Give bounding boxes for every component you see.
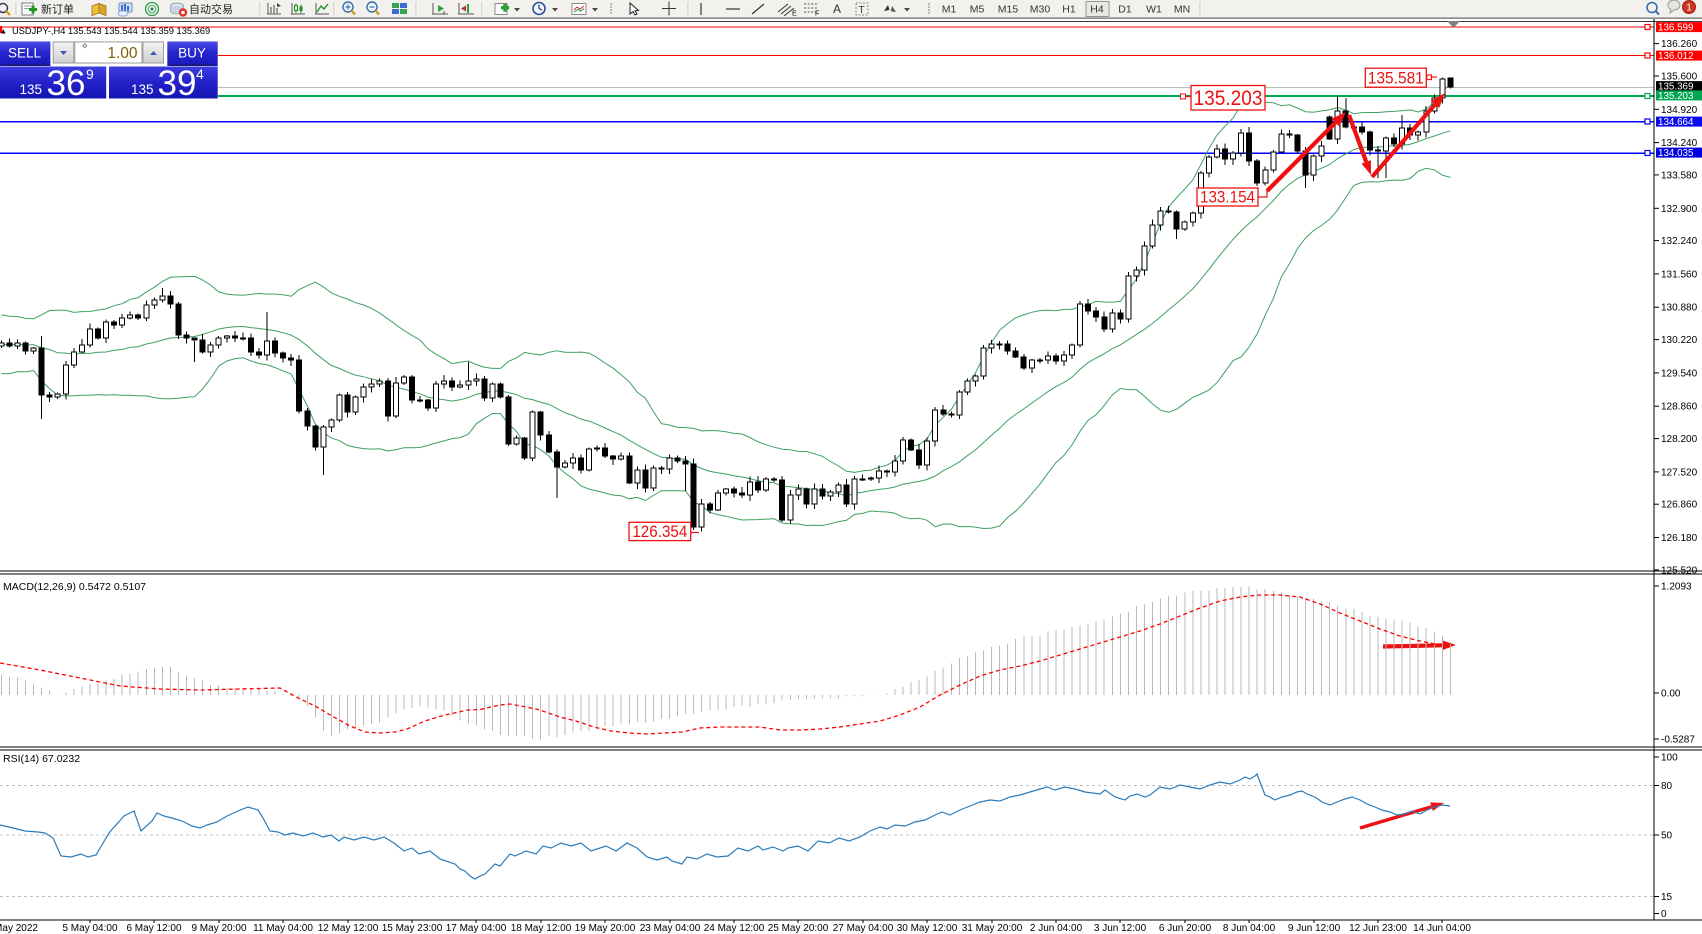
svg-text:-0.5287: -0.5287 — [1661, 735, 1695, 746]
svg-text:133.154: 133.154 — [1200, 189, 1255, 207]
svg-text:F: F — [815, 11, 819, 18]
svg-text:130.880: 130.880 — [1661, 303, 1698, 314]
svg-text:135.581: 135.581 — [1368, 69, 1424, 88]
svg-text:136.260: 136.260 — [1661, 39, 1698, 50]
svg-text:135: 135 — [131, 82, 154, 97]
svg-text:A: A — [833, 2, 841, 16]
svg-text:24 May 12:00: 24 May 12:00 — [704, 923, 765, 934]
svg-text:1.00: 1.00 — [107, 45, 138, 62]
svg-text:14 Jun 04:00: 14 Jun 04:00 — [1413, 923, 1471, 934]
svg-text:2 Jun 04:00: 2 Jun 04:00 — [1030, 923, 1083, 934]
svg-text:6 May 12:00: 6 May 12:00 — [126, 923, 181, 934]
svg-text:9 Jun 12:00: 9 Jun 12:00 — [1288, 923, 1341, 934]
svg-text:126.180: 126.180 — [1661, 533, 1698, 544]
svg-text:136.599: 136.599 — [1658, 23, 1693, 34]
svg-text:1.2093: 1.2093 — [1661, 582, 1692, 593]
svg-text:12 May 12:00: 12 May 12:00 — [318, 923, 379, 934]
svg-text:131.560: 131.560 — [1661, 269, 1698, 280]
svg-text:100: 100 — [1661, 753, 1678, 764]
svg-text:132.900: 132.900 — [1661, 204, 1698, 215]
svg-text:自动交易: 自动交易 — [189, 2, 233, 16]
svg-text:E: E — [792, 11, 797, 18]
svg-text:130.220: 130.220 — [1661, 335, 1698, 346]
svg-text:15 May 23:00: 15 May 23:00 — [382, 923, 443, 934]
svg-text:3 Jun 12:00: 3 Jun 12:00 — [1094, 923, 1147, 934]
svg-text:17 May 04:00: 17 May 04:00 — [446, 923, 507, 934]
svg-text:4: 4 — [196, 66, 204, 82]
svg-text:M5: M5 — [970, 4, 985, 16]
svg-text:127.520: 127.520 — [1661, 467, 1698, 478]
svg-text:1: 1 — [1686, 3, 1692, 14]
svg-text:128.860: 128.860 — [1661, 402, 1698, 413]
svg-text:36: 36 — [47, 64, 86, 103]
svg-text:30 May 12:00: 30 May 12:00 — [897, 923, 958, 934]
svg-text:135.203: 135.203 — [1194, 87, 1263, 110]
svg-text:25 May 20:00: 25 May 20:00 — [768, 923, 829, 934]
svg-text:M15: M15 — [998, 4, 1019, 16]
svg-text:18 May 12:00: 18 May 12:00 — [511, 923, 572, 934]
svg-text:5 May 04:00: 5 May 04:00 — [62, 923, 117, 934]
svg-text:134.240: 134.240 — [1661, 138, 1698, 149]
svg-text:BUY: BUY — [178, 46, 206, 61]
svg-text:129.540: 129.540 — [1661, 368, 1698, 379]
svg-text:11 May 04:00: 11 May 04:00 — [253, 923, 313, 934]
svg-text:15: 15 — [1661, 892, 1673, 903]
svg-text:23 May 04:00: 23 May 04:00 — [640, 923, 701, 934]
svg-text:135.369: 135.369 — [1658, 82, 1693, 93]
svg-text:27 May 04:00: 27 May 04:00 — [833, 923, 894, 934]
svg-text:M1: M1 — [942, 4, 957, 16]
svg-text:RSI(14) 67.0232: RSI(14) 67.0232 — [3, 753, 80, 765]
svg-text:9 May 20:00: 9 May 20:00 — [191, 923, 246, 934]
svg-text:8 Jun 04:00: 8 Jun 04:00 — [1223, 923, 1276, 934]
svg-text:125.520: 125.520 — [1661, 565, 1698, 576]
svg-text:132.240: 132.240 — [1661, 236, 1698, 247]
svg-text:新订单: 新订单 — [41, 2, 74, 16]
svg-text:6 Jun 20:00: 6 Jun 20:00 — [1159, 923, 1212, 934]
svg-text:134.920: 134.920 — [1661, 105, 1698, 116]
svg-text:50: 50 — [1661, 831, 1673, 842]
svg-text:80: 80 — [1661, 781, 1673, 792]
svg-text:134.664: 134.664 — [1658, 117, 1694, 128]
svg-text:W1: W1 — [1146, 4, 1162, 16]
svg-text:136.012: 136.012 — [1658, 51, 1693, 62]
svg-text:May 2022: May 2022 — [0, 923, 38, 934]
svg-text:T: T — [859, 5, 865, 16]
svg-text:31 May 20:00: 31 May 20:00 — [962, 923, 1023, 934]
svg-text:126.860: 126.860 — [1661, 500, 1698, 511]
svg-text:128.200: 128.200 — [1661, 434, 1698, 445]
svg-text:134.035: 134.035 — [1658, 148, 1694, 159]
svg-text:12 Jun 23:00: 12 Jun 23:00 — [1349, 923, 1407, 934]
svg-text:H1: H1 — [1062, 4, 1076, 16]
svg-text:9: 9 — [86, 66, 94, 82]
svg-text:SELL: SELL — [8, 46, 42, 61]
svg-text:126.354: 126.354 — [632, 523, 687, 541]
svg-text:0: 0 — [1661, 909, 1667, 920]
svg-text:135.600: 135.600 — [1661, 72, 1698, 83]
svg-text:0.00: 0.00 — [1661, 689, 1681, 700]
svg-text:USDJPY-,H4 135.543 135.544 13: USDJPY-,H4 135.543 135.544 135.359 135.3… — [12, 26, 210, 36]
svg-text:M30: M30 — [1030, 4, 1051, 16]
svg-text:39: 39 — [158, 64, 197, 103]
svg-text:H4: H4 — [1090, 4, 1104, 16]
svg-text:MN: MN — [1174, 4, 1190, 16]
svg-text:D1: D1 — [1118, 4, 1132, 16]
svg-text:MACD(12,26,9) 0.5472 0.5107: MACD(12,26,9) 0.5472 0.5107 — [3, 581, 146, 593]
svg-text:133.580: 133.580 — [1661, 170, 1698, 181]
svg-text:135.203: 135.203 — [1658, 91, 1694, 102]
svg-text:135: 135 — [19, 82, 42, 97]
svg-text:19 May 20:00: 19 May 20:00 — [575, 923, 636, 934]
